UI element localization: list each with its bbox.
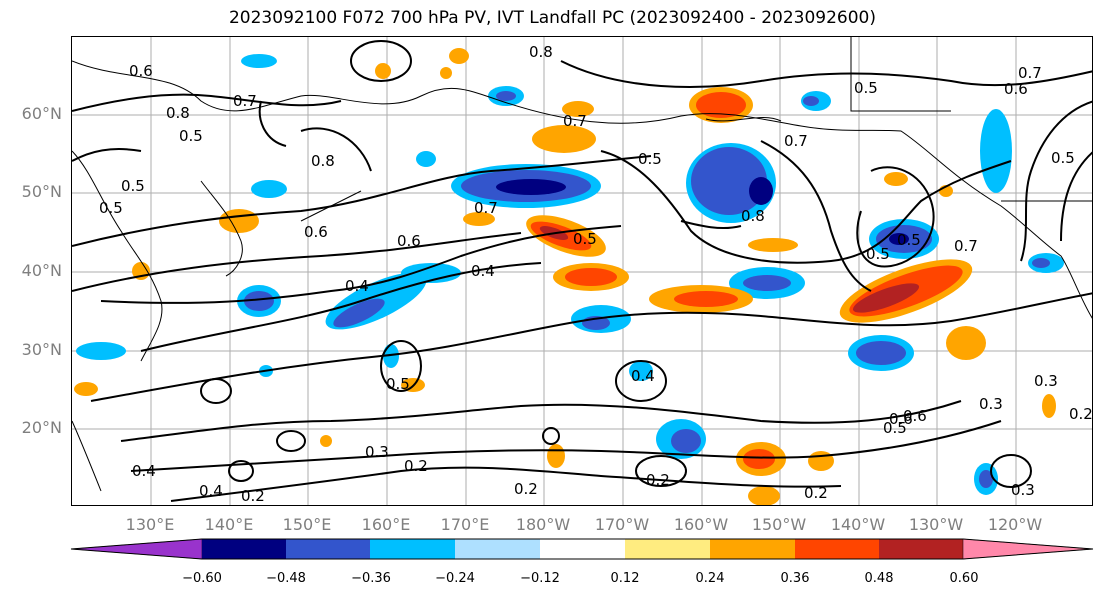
contour-label: 0.3	[979, 395, 1003, 413]
contour-label: 0.2	[404, 457, 428, 475]
lat-label-50n: 50°N	[21, 182, 62, 201]
colorbar-segment	[795, 539, 880, 559]
colorbar-tick-label: 0.24	[695, 571, 725, 586]
lat-label-30n: 30°N	[21, 340, 62, 359]
contour-label: 0.7	[563, 112, 587, 130]
lon-label-130e: 130°E	[125, 515, 175, 534]
contour-label: 0.3	[365, 443, 389, 461]
contour-label: 0.2	[804, 484, 828, 502]
contour-label: 0.2	[646, 471, 670, 489]
lon-label-160e: 160°E	[361, 515, 411, 534]
contour-label: 0.4	[631, 367, 655, 385]
colorbar-segment	[962, 538, 1094, 560]
colorbar-tick-label: −0.12	[520, 571, 560, 586]
lat-label-60n: 60°N	[21, 104, 62, 123]
lon-label-170w: 170°W	[594, 515, 650, 534]
contour-label: 0.4	[132, 462, 156, 480]
contour-label: 0.6	[129, 62, 153, 80]
contour-label: 0.7	[474, 199, 498, 217]
contour-label: 0.6	[304, 223, 328, 241]
colorbar-tick-label: −0.36	[351, 571, 391, 586]
colorbar-segment	[540, 539, 626, 559]
lon-label-130w: 130°W	[908, 515, 964, 534]
colorbar-outline	[70, 538, 1094, 560]
lon-label-160w: 160°W	[673, 515, 729, 534]
lon-label-170e: 170°E	[440, 515, 490, 534]
colorbar-tick-label: −0.48	[266, 571, 306, 586]
contour-label: 0.5	[866, 245, 890, 263]
map-panel: 0.6 0.7 0.8 0.5 0.8 0.5 0.5 0.4 0.7 0.6 …	[71, 36, 1093, 506]
colorbar-segment	[710, 539, 796, 559]
contour-label: 0.6	[1004, 80, 1028, 98]
contour-label: 0.6	[889, 410, 913, 428]
contour-label: 0.3	[1011, 481, 1035, 499]
contour-label: 0.2	[1069, 405, 1093, 423]
contour-label: 0.6	[397, 232, 421, 250]
contour-labels: 0.6 0.7 0.8 0.5 0.8 0.5 0.5 0.4 0.7 0.6 …	[99, 43, 1093, 505]
contour-label: 0.8	[311, 152, 335, 170]
contour-label: 0.5	[99, 199, 123, 217]
contour-label: 0.6	[903, 407, 927, 425]
coastlines	[72, 37, 1092, 492]
contour-label: 0.4	[345, 277, 369, 295]
pv-contours	[72, 40, 1092, 502]
contour-label: 0.7	[954, 237, 978, 255]
colorbar-tick-label: 0.60	[949, 571, 979, 586]
lon-label-150e: 150°E	[282, 515, 332, 534]
colorbar-segment	[286, 539, 371, 559]
contour-label: 0.4	[471, 262, 495, 280]
contour-label: 0.5	[854, 79, 878, 97]
contour-label: 0.5	[638, 150, 662, 168]
lon-label-140e: 140°E	[204, 515, 254, 534]
map-title: 2023092100 F072 700 hPa PV, IVT Landfall…	[228, 8, 876, 28]
colorbar-segment	[70, 538, 203, 560]
lat-label-20n: 20°N	[21, 418, 62, 437]
colorbar-tick-label: −0.60	[182, 571, 222, 586]
contour-label: 0.8	[741, 207, 765, 225]
contour-label: 0.8	[166, 104, 190, 122]
lat-label-40n: 40°N	[21, 261, 62, 280]
positive-pv-fills	[74, 48, 1056, 505]
contour-label: 0.5	[1051, 149, 1075, 167]
lon-label-140w: 140°W	[830, 515, 886, 534]
contour-label: 0.5	[179, 127, 203, 145]
contour-label: 0.2	[241, 487, 265, 505]
contour-label: 0.5	[121, 177, 145, 195]
contour-label: 0.2	[514, 480, 538, 498]
colorbar-tick-label: 0.48	[864, 571, 894, 586]
contour-label: 0.5	[386, 375, 410, 393]
colorbar-segment	[879, 539, 964, 559]
colorbar-segment	[370, 539, 456, 559]
contour-label: 0.4	[199, 482, 223, 500]
negative-pv-fills	[76, 54, 1064, 495]
colorbar-tick-label: 0.12	[610, 571, 640, 586]
colorbar-tick-label: 0.36	[780, 571, 810, 586]
colorbar-segment	[455, 539, 541, 559]
contour-label: 0.7	[784, 132, 808, 150]
contour-label: 0.7	[1018, 64, 1042, 82]
contour-label: 0.7	[233, 92, 257, 110]
contour-label: 0.5	[573, 230, 597, 248]
contour-label: 0.3	[1034, 372, 1058, 390]
colorbar-segment	[625, 539, 711, 559]
colorbar	[70, 538, 1094, 560]
contour-label: 0.5	[897, 231, 921, 249]
contour-label: 0.5	[883, 419, 907, 437]
contour-label: 0.8	[529, 43, 553, 61]
lon-label-120w: 120°W	[987, 515, 1043, 534]
colorbar-segment	[202, 539, 287, 559]
lon-label-180w: 180°W	[515, 515, 571, 534]
colorbar-tick-label: −0.24	[435, 571, 475, 586]
lon-label-150w: 150°W	[751, 515, 807, 534]
map-canvas: 0.6 0.7 0.8 0.5 0.8 0.5 0.5 0.4 0.7 0.6 …	[72, 37, 1093, 505]
